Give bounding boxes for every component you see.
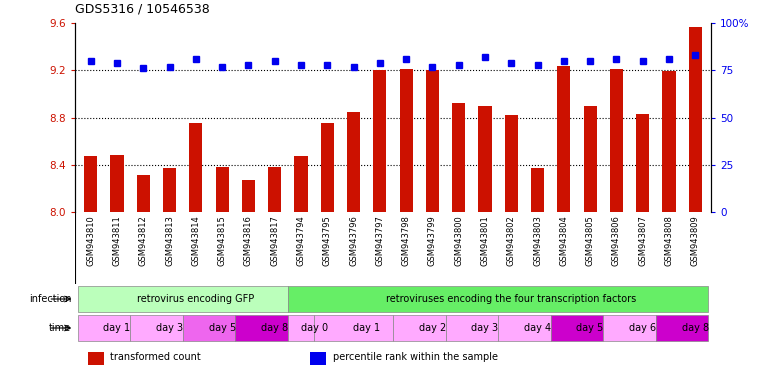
- Bar: [78, 314, 130, 341]
- Bar: [320, 123, 334, 212]
- Text: day 1: day 1: [353, 323, 380, 333]
- Text: GSM943812: GSM943812: [139, 215, 148, 266]
- Text: GSM943801: GSM943801: [480, 215, 489, 266]
- Bar: [505, 115, 517, 212]
- Bar: [314, 314, 393, 341]
- Text: day 3: day 3: [471, 323, 498, 333]
- Bar: [189, 123, 202, 212]
- Bar: [557, 66, 571, 212]
- Bar: [347, 112, 360, 212]
- Bar: [636, 114, 649, 212]
- Bar: [400, 69, 412, 212]
- Text: GSM943800: GSM943800: [454, 215, 463, 266]
- Bar: [393, 314, 445, 341]
- Text: GSM943815: GSM943815: [218, 215, 227, 266]
- Text: retrovirus encoding GFP: retrovirus encoding GFP: [137, 294, 254, 304]
- Text: GSM943805: GSM943805: [586, 215, 594, 266]
- Text: GSM943796: GSM943796: [349, 215, 358, 266]
- Bar: [288, 286, 708, 313]
- Text: day 3: day 3: [156, 323, 183, 333]
- Bar: [235, 314, 288, 341]
- Text: GSM943797: GSM943797: [375, 215, 384, 266]
- Text: GSM943811: GSM943811: [113, 215, 122, 266]
- Text: GSM943794: GSM943794: [297, 215, 305, 266]
- Bar: [689, 26, 702, 212]
- Text: GSM943799: GSM943799: [428, 215, 437, 266]
- Bar: [242, 180, 255, 212]
- Text: day 5: day 5: [209, 323, 236, 333]
- Bar: [498, 314, 551, 341]
- Text: day 0: day 0: [301, 323, 328, 333]
- Text: GSM943814: GSM943814: [192, 215, 200, 266]
- Text: time: time: [49, 323, 72, 333]
- Text: transformed count: transformed count: [110, 353, 201, 362]
- Text: GSM943810: GSM943810: [86, 215, 95, 266]
- Bar: [295, 157, 307, 212]
- Bar: [88, 351, 103, 365]
- Text: retroviruses encoding the four transcription factors: retroviruses encoding the four transcrip…: [386, 294, 636, 304]
- Bar: [610, 69, 623, 212]
- Text: day 1: day 1: [103, 323, 131, 333]
- Bar: [78, 286, 288, 313]
- Bar: [310, 351, 326, 365]
- Text: GSM943807: GSM943807: [638, 215, 647, 266]
- Bar: [479, 106, 492, 212]
- Bar: [288, 314, 314, 341]
- Text: GDS5316 / 10546538: GDS5316 / 10546538: [75, 2, 210, 15]
- Text: day 5: day 5: [577, 323, 603, 333]
- Bar: [531, 168, 544, 212]
- Text: day 2: day 2: [419, 323, 446, 333]
- Text: percentile rank within the sample: percentile rank within the sample: [333, 353, 498, 362]
- Bar: [445, 314, 498, 341]
- Text: GSM943816: GSM943816: [244, 215, 253, 266]
- Text: GSM943809: GSM943809: [691, 215, 699, 266]
- Text: GSM943795: GSM943795: [323, 215, 332, 266]
- Text: infection: infection: [29, 294, 72, 304]
- Bar: [374, 70, 387, 212]
- Bar: [215, 167, 229, 212]
- Bar: [84, 157, 97, 212]
- Text: GSM943813: GSM943813: [165, 215, 174, 266]
- Bar: [584, 106, 597, 212]
- Bar: [452, 103, 465, 212]
- Text: GSM943798: GSM943798: [402, 215, 411, 266]
- Text: GSM943804: GSM943804: [559, 215, 568, 266]
- Text: GSM943808: GSM943808: [664, 215, 673, 266]
- Bar: [268, 167, 282, 212]
- Bar: [551, 314, 603, 341]
- Text: GSM943803: GSM943803: [533, 215, 542, 266]
- Text: GSM943802: GSM943802: [507, 215, 516, 266]
- Bar: [137, 175, 150, 212]
- Bar: [426, 70, 439, 212]
- Bar: [603, 314, 656, 341]
- Text: day 8: day 8: [682, 323, 708, 333]
- Bar: [110, 155, 123, 212]
- Text: day 6: day 6: [629, 323, 656, 333]
- Text: GSM943817: GSM943817: [270, 215, 279, 266]
- Bar: [656, 314, 708, 341]
- Bar: [130, 314, 183, 341]
- Bar: [183, 314, 235, 341]
- Bar: [163, 168, 177, 212]
- Text: day 4: day 4: [524, 323, 551, 333]
- Text: day 8: day 8: [261, 323, 288, 333]
- Text: GSM943806: GSM943806: [612, 215, 621, 266]
- Bar: [662, 71, 676, 212]
